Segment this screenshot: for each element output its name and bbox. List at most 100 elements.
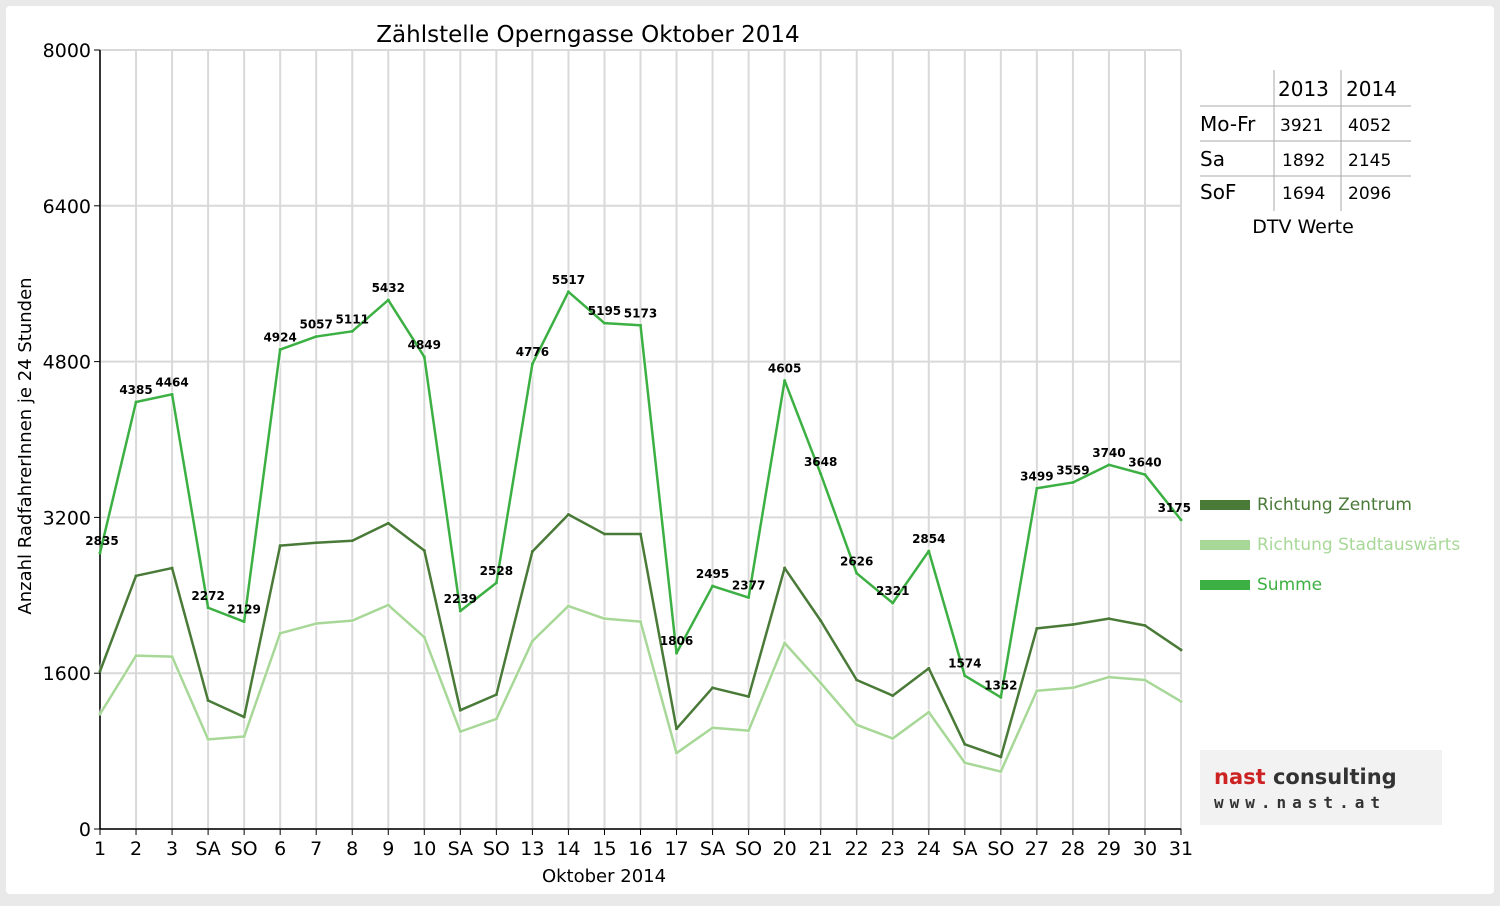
x-tick-label: 6 [274, 838, 286, 860]
data-point-stadtauswaerts [891, 736, 895, 740]
data-point-zentrum [530, 549, 534, 553]
data-label-summe: 2528 [480, 564, 513, 578]
x-tick-label: 29 [1097, 838, 1121, 860]
x-tick-label: 20 [773, 838, 797, 860]
data-point-zentrum [206, 698, 210, 702]
y-tick-label: 4800 [43, 352, 91, 374]
legend-label: Richtung Stadtauswärts [1257, 535, 1460, 555]
x-tick-label: 15 [592, 838, 616, 860]
data-point-summe [278, 348, 282, 352]
dtv-row-label: Sa [1200, 147, 1225, 171]
data-point-stadtauswaerts [170, 655, 174, 659]
data-label-summe: 3640 [1128, 456, 1161, 470]
data-point-summe [999, 695, 1003, 699]
data-point-stadtauswaerts [819, 681, 823, 685]
legend-swatch [1200, 540, 1250, 550]
data-point-stadtauswaerts [1107, 675, 1111, 679]
data-point-summe [314, 335, 318, 339]
legend-swatch [1200, 500, 1250, 510]
data-point-zentrum [422, 549, 426, 553]
data-point-zentrum [963, 742, 967, 746]
dtv-row-label: SoF [1200, 180, 1236, 204]
data-label-summe: 1574 [948, 657, 981, 671]
data-point-summe [927, 549, 931, 553]
data-point-zentrum [999, 755, 1003, 759]
x-tick-label: 21 [809, 838, 833, 860]
data-label-summe: 5111 [336, 312, 369, 326]
data-point-zentrum [1107, 617, 1111, 621]
data-point-summe [566, 290, 570, 294]
data-point-summe [602, 321, 606, 325]
data-point-zentrum [711, 686, 715, 690]
data-point-stadtauswaerts [927, 710, 931, 714]
data-point-zentrum [891, 694, 895, 698]
data-label-summe: 3559 [1056, 463, 1089, 477]
data-label-summe: 2377 [732, 579, 765, 593]
x-tick-label: 27 [1025, 838, 1049, 860]
x-tick-label: SA [952, 838, 977, 860]
data-point-summe [242, 620, 246, 624]
x-tick-label: 7 [310, 838, 322, 860]
data-point-summe [530, 362, 534, 366]
y-tick-label: 6400 [43, 196, 91, 218]
data-point-stadtauswaerts [242, 734, 246, 738]
data-label-summe: 1806 [660, 634, 693, 648]
data-point-summe [855, 571, 859, 575]
data-point-stadtauswaerts [1035, 689, 1039, 693]
data-label-summe: 2272 [191, 589, 224, 603]
data-point-summe [891, 601, 895, 605]
data-label-summe: 4849 [408, 338, 441, 352]
data-point-stadtauswaerts [206, 737, 210, 741]
dtv-cell: 2096 [1348, 184, 1391, 204]
data-label-summe: 2239 [444, 592, 477, 606]
x-tick-label: SO [735, 838, 762, 860]
axes [94, 49, 1182, 835]
data-point-summe [1035, 486, 1039, 490]
data-point-zentrum [1035, 626, 1039, 630]
data-point-summe [639, 323, 642, 327]
x-tick-label: 16 [628, 838, 652, 860]
data-point-zentrum [747, 695, 751, 699]
x-tick-label: 3 [166, 838, 178, 860]
data-point-stadtauswaerts [1143, 678, 1147, 682]
data-point-zentrum [386, 521, 390, 525]
data-point-summe [494, 581, 498, 585]
data-point-summe [1179, 518, 1183, 522]
data-point-summe [675, 651, 679, 655]
dtv-col-2014: 2014 [1346, 77, 1397, 101]
data-point-summe [1071, 480, 1075, 484]
data-point-zentrum [98, 669, 102, 673]
x-tick-label: 22 [845, 838, 869, 860]
logo-background [1200, 750, 1442, 825]
data-point-zentrum [134, 574, 138, 578]
data-point-stadtauswaerts [422, 635, 426, 639]
data-point-summe [963, 674, 967, 678]
data-point-zentrum [566, 512, 570, 516]
logo-name: nast consulting [1214, 765, 1397, 789]
legend-swatch [1200, 580, 1250, 590]
x-tick-label: SO [231, 838, 258, 860]
x-tick-label: SA [700, 838, 725, 860]
series-lines [97, 287, 1183, 775]
dtv-table: 2013 2014 Mo-Fr 3921 4052 Sa 1892 2145 S… [1200, 70, 1411, 238]
data-point-stadtauswaerts [602, 617, 606, 621]
data-point-zentrum [675, 727, 679, 731]
data-label-summe: 5517 [552, 273, 585, 287]
data-point-zentrum [783, 566, 787, 570]
data-point-summe [422, 355, 426, 359]
data-point-summe [783, 379, 787, 383]
y-tick-label: 3200 [43, 507, 91, 529]
line-chart: Zählstelle Operngasse Oktober 2014 28354… [15, 22, 1460, 887]
data-point-zentrum [242, 715, 246, 719]
x-tick-label: 23 [881, 838, 905, 860]
x-tick-label: 1 [94, 838, 106, 860]
data-label-summe: 2495 [696, 567, 729, 581]
chart-title: Zählstelle Operngasse Oktober 2014 [376, 22, 799, 48]
x-tick-label: 2 [130, 838, 142, 860]
data-point-zentrum [494, 693, 498, 697]
y-tick-label: 8000 [43, 40, 91, 62]
y-tick-labels: 0 1600 3200 4800 6400 8000 [43, 40, 91, 841]
data-label-summe: 2129 [227, 603, 260, 617]
data-point-stadtauswaerts [747, 729, 751, 733]
data-point-zentrum [278, 544, 282, 548]
